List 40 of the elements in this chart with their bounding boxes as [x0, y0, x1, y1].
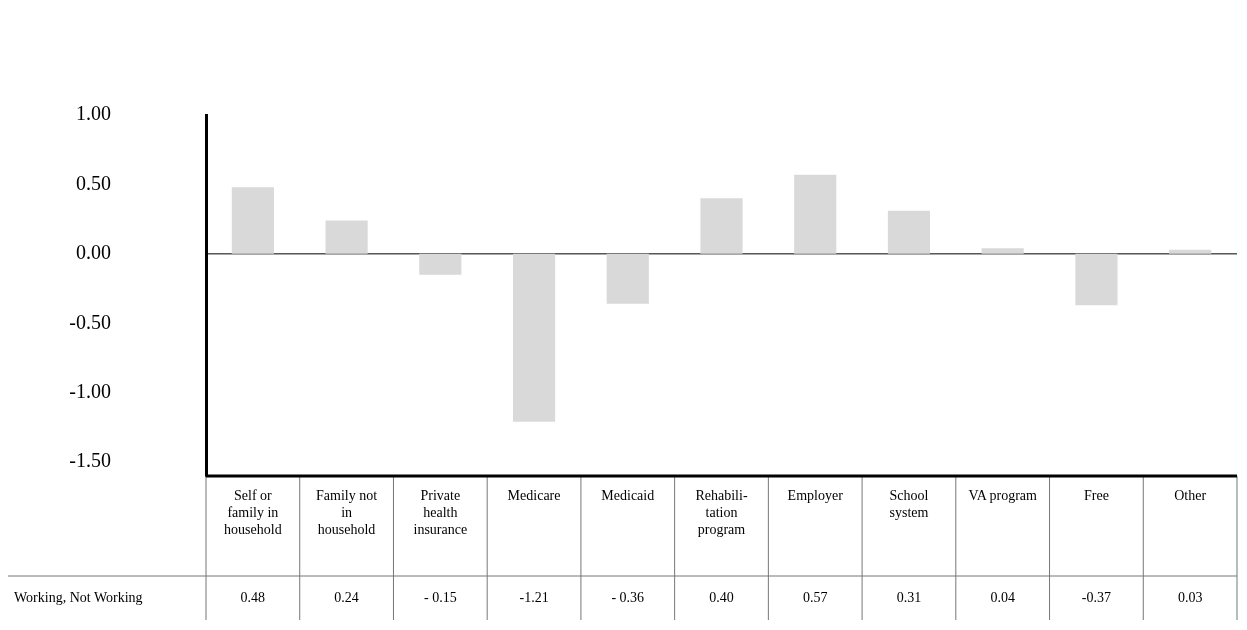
- bar: [512, 253, 556, 422]
- x-tick-label: Medicare: [507, 488, 561, 504]
- bar: [981, 248, 1024, 254]
- x-tick-label: Private health insurance: [413, 488, 468, 537]
- text: Working, Not Working: [14, 589, 143, 605]
- x-tick-label: Other: [1174, 488, 1207, 504]
- x-tick-label: Family not in household: [316, 488, 378, 537]
- y-tick-label: 0.50: [76, 171, 111, 194]
- bar: [1169, 249, 1212, 254]
- data-label: 0.24: [334, 589, 359, 605]
- data-label: - 0.36: [611, 589, 645, 605]
- x-tick-label: School system: [889, 488, 929, 520]
- bar: [419, 253, 462, 275]
- x-tick-label: VA program: [968, 488, 1038, 504]
- y-tick-label: -0.50: [69, 310, 111, 333]
- data-label: 0.04: [990, 589, 1015, 605]
- y-tick-label: -1.00: [69, 379, 111, 402]
- y-tick-label: 1.00: [76, 102, 111, 125]
- data-label: -0.37: [1081, 589, 1111, 605]
- x-tick-label: Free: [1083, 488, 1109, 504]
- x-tick-label: Self or family in household: [224, 488, 282, 537]
- bar: [700, 198, 743, 254]
- x-tick-label: Medicaid: [601, 488, 655, 504]
- data-label: -1.21: [519, 589, 549, 605]
- data-label: 0.31: [896, 589, 922, 605]
- bar: [794, 174, 837, 254]
- data-label: - 0.15: [423, 589, 457, 605]
- bar: [325, 220, 368, 254]
- x-tick-label: Employer: [787, 488, 844, 504]
- bar: [887, 210, 931, 254]
- bar: [606, 253, 649, 304]
- y-tick-label: -1.50: [69, 449, 111, 472]
- data-label: 0.03: [1177, 589, 1203, 605]
- bar: [1075, 253, 1118, 306]
- x-tick-label: Rehabili-tation program: [695, 488, 748, 537]
- bar: [231, 187, 274, 254]
- data-label: 0.40: [709, 589, 734, 605]
- data-label: 0.57: [802, 589, 828, 605]
- data-label: 0.48: [240, 589, 266, 605]
- y-tick-label: 0.00: [76, 241, 111, 264]
